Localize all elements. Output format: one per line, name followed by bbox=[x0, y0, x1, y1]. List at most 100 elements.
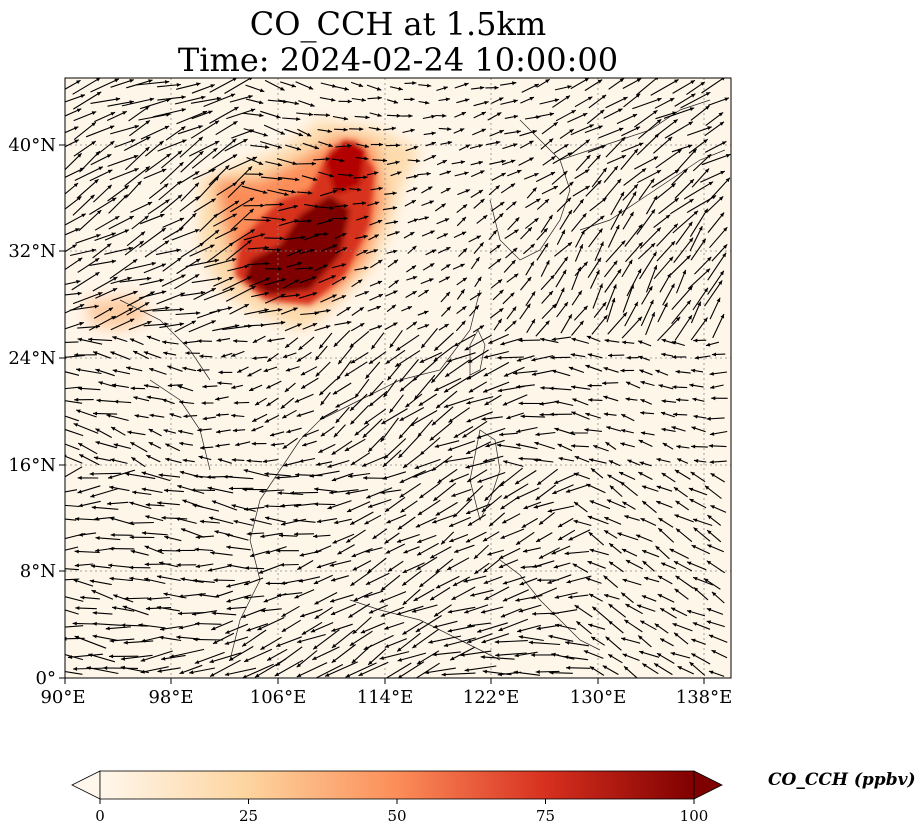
wind-arrow-head bbox=[649, 299, 654, 305]
wind-arrow-head bbox=[145, 120, 150, 125]
wind-arrow-head bbox=[709, 432, 715, 436]
wind-arrow-head bbox=[431, 131, 436, 136]
wind-arrow bbox=[152, 108, 187, 118]
wind-arrow bbox=[447, 606, 476, 613]
wind-arrow-head bbox=[388, 567, 393, 572]
wind-arrow bbox=[622, 284, 635, 313]
wind-arrow-head bbox=[312, 656, 317, 660]
wind-arrow-head bbox=[111, 316, 116, 320]
wind-arrow-head bbox=[57, 517, 61, 521]
wind-arrow-head bbox=[502, 519, 507, 524]
wind-arrow-head bbox=[464, 346, 470, 351]
wind-arrow-head bbox=[194, 547, 199, 552]
wind-arrow-head bbox=[267, 656, 272, 661]
wind-arrow-head bbox=[499, 432, 504, 437]
wind-arrow-head bbox=[393, 249, 398, 254]
wind-arrow-head bbox=[683, 168, 688, 174]
wind-arrow-head bbox=[396, 539, 402, 543]
wind-arrow-head bbox=[365, 581, 371, 585]
wind-arrow-head bbox=[523, 505, 528, 510]
wind-arrow-head bbox=[148, 442, 154, 446]
wind-arrow-head bbox=[579, 244, 583, 249]
wind-arrow-head bbox=[671, 183, 676, 188]
wind-arrow-head bbox=[257, 626, 262, 631]
wind-arrow bbox=[447, 352, 476, 363]
wind-arrow-head bbox=[214, 258, 219, 263]
wind-arrow bbox=[224, 138, 248, 152]
wind-arrow-head bbox=[382, 462, 388, 467]
wind-arrow-head bbox=[393, 290, 398, 295]
wind-arrow-head bbox=[618, 127, 624, 132]
wind-arrow-head bbox=[704, 287, 708, 293]
wind-arrow-head bbox=[579, 199, 584, 204]
co-plume bbox=[85, 120, 420, 330]
wind-arrow bbox=[222, 276, 252, 291]
wind-arrow-head bbox=[550, 355, 555, 360]
wind-arrow-head bbox=[467, 623, 472, 628]
wind-arrow-head bbox=[163, 429, 168, 433]
wind-arrow-head bbox=[231, 385, 236, 390]
wind-arrow-head bbox=[372, 535, 377, 539]
x-tick-label: 138°E bbox=[676, 687, 733, 708]
wind-arrow-head bbox=[345, 491, 350, 495]
wind-arrow-head bbox=[510, 292, 515, 297]
wind-arrow bbox=[258, 563, 283, 574]
wind-arrow-head bbox=[516, 384, 521, 389]
wind-arrow-head bbox=[160, 213, 165, 218]
wind-arrow-head bbox=[676, 528, 681, 533]
wind-arrow-head bbox=[483, 458, 488, 463]
wind-arrow-head bbox=[200, 445, 205, 450]
wind-arrow-head bbox=[625, 397, 630, 402]
wind-arrow bbox=[484, 480, 505, 502]
wind-arrow-head bbox=[704, 168, 710, 173]
wind-arrow bbox=[553, 472, 580, 485]
wind-arrow-head bbox=[167, 383, 172, 388]
wind-arrow-head bbox=[181, 95, 186, 100]
wind-arrow-head bbox=[672, 111, 677, 116]
wind-arrow-head bbox=[177, 257, 182, 262]
wind-arrow-head bbox=[380, 490, 385, 495]
wind-arrow bbox=[605, 136, 626, 158]
wind-arrow-head bbox=[176, 83, 181, 87]
wind-arrow bbox=[399, 359, 419, 383]
wind-arrow bbox=[337, 345, 354, 365]
wind-arrow-head bbox=[479, 242, 484, 247]
wind-arrow-head bbox=[563, 302, 568, 307]
wind-arrow bbox=[190, 97, 222, 104]
wind-arrow-head bbox=[393, 99, 399, 104]
wind-arrow-head bbox=[350, 406, 355, 411]
wind-arrow-head bbox=[638, 142, 644, 147]
wind-arrow bbox=[466, 396, 494, 405]
wind-arrow-head bbox=[224, 641, 230, 645]
wind-arrow-head bbox=[413, 218, 419, 223]
wind-arrow bbox=[193, 638, 224, 641]
wind-arrow-head bbox=[638, 224, 643, 229]
wind-arrow bbox=[638, 118, 662, 140]
wind-arrow-head bbox=[197, 593, 203, 597]
wind-arrow-head bbox=[445, 276, 450, 281]
wind-arrow-head bbox=[195, 196, 200, 201]
wind-arrow bbox=[139, 213, 165, 225]
wind-arrow-head bbox=[146, 455, 151, 459]
wind-arrow-head bbox=[392, 206, 398, 210]
wind-arrow-head bbox=[708, 634, 714, 639]
wind-arrow-head bbox=[587, 96, 593, 101]
wind-arrow-head bbox=[532, 564, 538, 568]
wind-arrow-head bbox=[602, 665, 608, 670]
wind-arrow-head bbox=[90, 493, 95, 498]
wind-arrow-head bbox=[141, 531, 147, 535]
wind-arrow-head bbox=[540, 386, 545, 390]
wind-arrow-head bbox=[233, 400, 238, 405]
wind-arrow bbox=[209, 106, 239, 124]
wind-arrow-head bbox=[598, 228, 603, 233]
wind-arrow-head bbox=[76, 409, 81, 414]
wind-arrow-head bbox=[583, 305, 588, 311]
wind-arrow-head bbox=[603, 395, 608, 400]
wind-arrow-head bbox=[690, 80, 695, 85]
wind-arrow bbox=[481, 495, 503, 513]
wind-arrow-head bbox=[147, 321, 152, 325]
wind-arrow-head bbox=[374, 234, 379, 239]
wind-arrow-head bbox=[129, 501, 134, 506]
wind-arrow bbox=[155, 249, 181, 256]
wind-arrow-head bbox=[384, 539, 389, 544]
